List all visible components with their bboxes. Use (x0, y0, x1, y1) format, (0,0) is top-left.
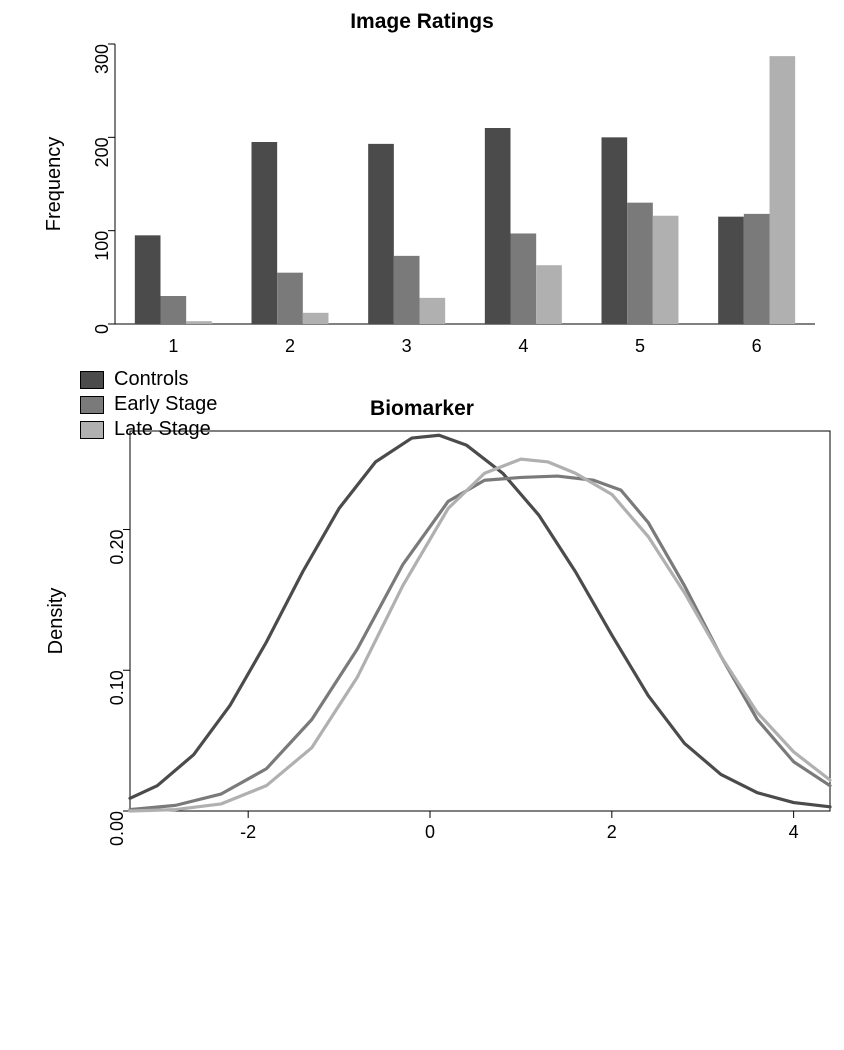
density-curve (130, 459, 830, 811)
svg-text:2: 2 (285, 336, 295, 356)
legend-label: Late Stage (114, 418, 211, 441)
bar (744, 214, 770, 324)
svg-text:-2: -2 (240, 822, 256, 842)
bar (135, 235, 161, 324)
svg-text:0.00: 0.00 (107, 811, 127, 846)
bar (536, 265, 562, 324)
svg-text:0.10: 0.10 (107, 670, 127, 705)
svg-text:0: 0 (92, 324, 112, 334)
bar (485, 128, 511, 324)
svg-text:3: 3 (402, 336, 412, 356)
density-curve (130, 476, 830, 810)
bar (252, 142, 278, 324)
bar (511, 233, 537, 324)
bar-chart: 0 100 200 300 Frequency 1 2 3 4 5 6 (20, 34, 825, 364)
bar (394, 256, 420, 324)
bar (718, 217, 744, 324)
bar (186, 321, 212, 324)
bar (420, 298, 446, 324)
bar (161, 296, 187, 324)
legend-item: Controls (80, 368, 824, 391)
density-curve (130, 435, 830, 807)
svg-text:300: 300 (92, 44, 112, 74)
svg-text:4: 4 (518, 336, 528, 356)
legend-swatch (80, 421, 104, 439)
bar (627, 203, 653, 324)
svg-text:0.20: 0.20 (107, 530, 127, 565)
svg-text:Density: Density (45, 588, 67, 655)
svg-text:6: 6 (752, 336, 762, 356)
bar-chart-title: Image Ratings (20, 10, 824, 34)
bar (303, 313, 329, 324)
svg-text:5: 5 (635, 336, 645, 356)
legend-label: Controls (114, 368, 188, 391)
legend-label: Early Stage (114, 393, 217, 416)
density-chart: -2 0 2 4 0.00 0.10 0.20 Density (20, 421, 840, 861)
bar (770, 56, 796, 324)
svg-text:2: 2 (607, 822, 617, 842)
bar (602, 137, 628, 324)
bar (368, 144, 394, 324)
legend-swatch (80, 371, 104, 389)
legend-swatch (80, 396, 104, 414)
svg-text:0: 0 (425, 822, 435, 842)
svg-text:200: 200 (92, 137, 112, 167)
svg-text:4: 4 (789, 822, 799, 842)
svg-text:Frequency: Frequency (43, 137, 65, 232)
svg-text:100: 100 (92, 231, 112, 261)
bar (277, 273, 303, 324)
bar (653, 216, 679, 324)
svg-text:1: 1 (168, 336, 178, 356)
